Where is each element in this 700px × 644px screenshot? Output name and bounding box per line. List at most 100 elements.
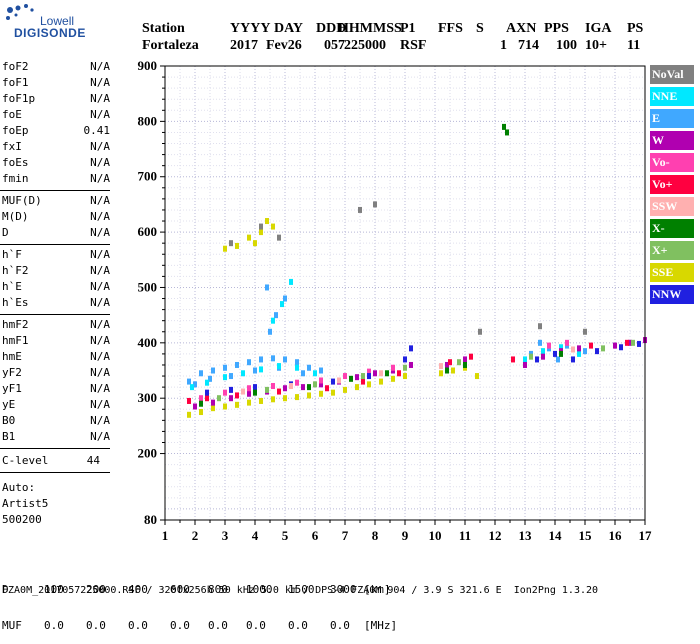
muf-cell-5: 0.0 [208, 619, 228, 632]
echo-point-e [307, 364, 311, 371]
param-name: hmF2 [2, 318, 29, 331]
param-name: foF2 [2, 60, 29, 73]
param-row-foes: foEs N/A [2, 156, 110, 171]
header-value-10: 10+ [585, 38, 607, 53]
header-label-7: S [476, 21, 484, 36]
echo-point-x [559, 350, 563, 357]
echo-point-nne [223, 374, 227, 381]
param-row-hes: h`Es N/A [2, 296, 110, 311]
param-value: N/A [90, 414, 110, 427]
header-value-3: 057 [324, 38, 345, 53]
echo-point-x [457, 359, 461, 366]
param-name: foE [2, 108, 22, 121]
param-row-foe: foE N/A [2, 108, 110, 123]
echo-point-w [409, 361, 413, 368]
muf-cell-9: [MHz] [364, 619, 398, 632]
echo-point-w [541, 353, 545, 360]
echo-point-e [583, 348, 587, 355]
param-value: N/A [90, 140, 110, 153]
echo-point-sse [367, 381, 371, 388]
echo-point-e [538, 339, 542, 346]
echo-point-sse [211, 405, 215, 412]
echo-point-nnw [637, 340, 641, 347]
echo-point-sse [187, 411, 191, 418]
echo-point-sse [271, 223, 275, 230]
legend-item-vo: Vo+ [650, 175, 694, 194]
param-row-hf: h`F N/A [2, 248, 110, 263]
param-name: h`E [2, 280, 22, 293]
echo-point-e [253, 367, 257, 374]
echo-point-sse [475, 373, 479, 380]
param-row-fof1: foF1 N/A [2, 76, 110, 91]
echo-point-nne [190, 384, 194, 391]
echo-point-ssw [337, 377, 341, 384]
header-label-2: DAY [274, 21, 304, 36]
header-value-9: 100 [556, 38, 577, 53]
x-tick-label: 1 [162, 528, 169, 543]
echo-point-x [307, 384, 311, 391]
echo-point-w [373, 370, 377, 377]
echo-point-vo [223, 389, 227, 396]
echo-point-e [199, 370, 203, 377]
param-name: D [2, 226, 9, 239]
param-row-hmf2: hmF2 N/A [2, 318, 110, 333]
echo-point-x [403, 364, 407, 371]
echo-point-sse [343, 386, 347, 393]
echo-point-w [613, 342, 617, 349]
param-row-foep: foEp 0.41 [2, 124, 110, 139]
muf-cell-2: 0.0 [86, 619, 106, 632]
echo-point-x [199, 400, 203, 407]
echo-point-vo [391, 364, 395, 371]
param-row-hf2: h`F2 N/A [2, 264, 110, 279]
d-cell-3: 400 [128, 583, 148, 596]
param-row-he: h`E N/A [2, 280, 110, 295]
echo-point-noval [358, 206, 362, 213]
echo-point-e [301, 370, 305, 377]
echo-point-e [259, 356, 263, 363]
echo-point-vo [625, 339, 629, 346]
param-value: N/A [90, 430, 110, 443]
header-value-1: 2017 [230, 38, 258, 53]
param-value: N/A [90, 226, 110, 239]
auto-line-2: 500200 [2, 513, 42, 526]
param-value: N/A [90, 264, 110, 277]
echo-point-vo [199, 395, 203, 402]
muf-row: MUF 0.0 0.0 0.0 0.0 0.0 0.0 0.0 0.0 [MHz] [2, 620, 422, 632]
param-separator [0, 448, 110, 449]
param-row-yf2: yF2 N/A [2, 366, 110, 381]
echo-point-e [274, 312, 278, 319]
file-info-footer: FZA0M_2017057225000.RSF / 320fx256h 50 k… [2, 585, 599, 596]
echo-point-w [628, 339, 632, 346]
echo-point-noval [478, 328, 482, 335]
echo-point-e [223, 364, 227, 371]
d-cell-4: 600 [170, 583, 190, 596]
header-value-7: 1 [500, 38, 507, 53]
param-row-yf1: yF1 N/A [2, 382, 110, 397]
y-tick-label: 500 [138, 279, 158, 294]
echo-point-nne [541, 348, 545, 355]
header-label-0: Station [142, 21, 185, 36]
echo-point-vo [235, 392, 239, 399]
echo-point-vo [295, 379, 299, 386]
muf-cell-7: 0.0 [288, 619, 308, 632]
param-row-hmf1: hmF1 N/A [2, 334, 110, 349]
echo-point-sse [271, 396, 275, 403]
echo-point-sse [223, 245, 227, 252]
y-tick-label: 300 [138, 390, 158, 405]
echo-point-e [295, 359, 299, 366]
param-name: foEs [2, 156, 29, 169]
echo-point-nnw [367, 373, 371, 380]
x-tick-label: 4 [252, 528, 259, 543]
muf-cell-0: MUF [2, 619, 22, 632]
echo-point-x [349, 375, 353, 382]
echo-point-vo [277, 388, 281, 395]
param-separator [0, 190, 110, 191]
param-row-fxi: fxI N/A [2, 140, 110, 155]
param-row-fmin: fmin N/A [2, 172, 110, 187]
plot-frame [164, 65, 646, 521]
echo-point-nne [313, 370, 317, 377]
param-name: hmF1 [2, 334, 29, 347]
param-name: h`Es [2, 296, 29, 309]
param-row-b0: B0 N/A [2, 414, 110, 429]
echo-point-sse [259, 229, 263, 236]
